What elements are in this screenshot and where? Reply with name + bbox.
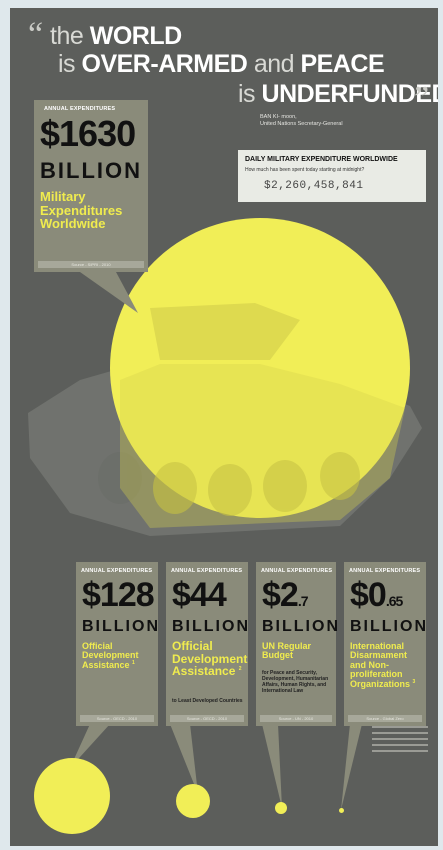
card-amount-main: $2: [262, 576, 299, 614]
card-label: ANNUAL EXPENDITURES: [261, 568, 333, 574]
expenditure-card-un-budget: ANNUAL EXPENDITURES $2.7 BILLION UN Regu…: [256, 562, 338, 726]
expenditure-card-oda: ANNUAL EXPENDITURES $128 BILLION Officia…: [76, 562, 158, 726]
card-amount-main: $44: [172, 576, 227, 614]
card-unit: BILLION: [82, 618, 160, 635]
counter-subtitle: How much has been spent today starting a…: [245, 167, 365, 173]
quote-word: the: [50, 22, 84, 50]
card-unit: BILLION: [350, 618, 428, 635]
card-amount: $128: [82, 576, 155, 614]
card-unit: BILLION: [172, 618, 250, 635]
quote-line-1: the WORLD: [50, 24, 182, 49]
counter-title: DAILY MILITARY EXPENDITURE WORLDWIDE: [245, 156, 398, 163]
card-footnote: 2: [238, 666, 242, 673]
expenditure-card-disarmament: ANNUAL EXPENDITURES $0.65 BILLION Intern…: [344, 562, 426, 726]
card-amount: $1630: [40, 113, 136, 154]
quote-word: UNDERFUNDED: [261, 80, 438, 108]
daily-expenditure-counter: DAILY MILITARY EXPENDITURE WORLDWIDE How…: [238, 150, 426, 202]
quote-word: PEACE: [300, 50, 385, 78]
attribution-title: United Nations Secretary-General: [260, 121, 343, 127]
card-description-text: Official Development Assistance: [172, 639, 248, 679]
oda-ldc-circle: [176, 784, 210, 818]
un-budget-circle: [275, 802, 287, 814]
card-description: Military Expenditures Worldwide: [40, 189, 123, 232]
card-description: International Disarmament and Non-prolif…: [350, 641, 422, 689]
quote-word: is: [238, 80, 256, 108]
quote-line-2: is OVER-ARMED and PEACE: [58, 50, 385, 78]
tank-overlay: [120, 303, 405, 528]
quote-attribution: BAN KI- moon, United Nations Secretary-G…: [260, 114, 343, 128]
card-subtext: for Peace and Security, Development, Hum…: [262, 670, 329, 694]
card-unit: BILLION: [40, 158, 142, 183]
small-card-pointers: [70, 724, 362, 810]
card-source: Source - OECD - 2010: [80, 715, 154, 722]
open-quote-mark: “: [28, 16, 44, 53]
card-label: ANNUAL EXPENDITURES: [44, 106, 116, 112]
card-label: ANNUAL EXPENDITURES: [81, 568, 153, 574]
card-amount-decimal: .7: [297, 593, 309, 609]
card-amount: $0.65: [350, 576, 403, 614]
card-description: UN Regular Budget: [262, 641, 312, 661]
card-source: Source - OECD - 2010: [170, 715, 244, 722]
infographic-poster: “ the WORLD is OVER-ARMED and PEACE is U…: [10, 8, 438, 846]
quote-word: is: [58, 50, 76, 78]
oda-circle: [34, 758, 110, 834]
card-amount-main: $0: [350, 576, 387, 614]
quote-word: WORLD: [89, 22, 182, 50]
card-description: Official Development Assistance 2: [172, 639, 248, 679]
card-amount-decimal: .65: [385, 593, 403, 609]
quote-word: OVER-ARMED: [81, 50, 248, 78]
main-box-pointer: [80, 272, 138, 313]
footnote-lines: [372, 726, 428, 752]
card-footnote: 1: [132, 659, 135, 666]
counter-value: $2,260,458,841: [264, 180, 364, 192]
card-source: Source - SIPRI - 2010: [38, 261, 144, 268]
card-source: Source - UN - 2010: [260, 715, 332, 722]
expenditure-card-oda-ldc: ANNUAL EXPENDITURES $44 BILLION Official…: [166, 562, 248, 726]
card-amount-main: $128: [82, 576, 155, 614]
card-subtext: to Least Developed Countries: [172, 698, 243, 704]
military-expenditure-card: ANNUAL EXPENDITURES $1630 BILLION Milita…: [34, 100, 148, 272]
quote-word: and: [253, 50, 295, 78]
card-description: Official Development Assistance 1: [82, 641, 152, 670]
card-description-text: Official Development Assistance: [82, 641, 139, 670]
card-amount: $2.7: [262, 578, 308, 612]
quote-line-3: is UNDERFUNDED: [238, 82, 438, 107]
card-unit: BILLION: [262, 618, 340, 635]
card-label: ANNUAL EXPENDITURES: [349, 568, 421, 574]
attribution-name: BAN KI- moon,: [260, 114, 297, 120]
card-description-text: International Disarmament and Non-prolif…: [350, 641, 411, 689]
card-footnote: 3: [412, 678, 416, 685]
close-quote-mark: ”: [414, 80, 430, 117]
card-source: Source - Global Zero: [348, 715, 422, 722]
card-amount: $44: [172, 576, 227, 614]
disarmament-circle: [339, 808, 344, 813]
card-label: ANNUAL EXPENDITURES: [171, 568, 243, 574]
military-expenditure-circle: [110, 218, 410, 518]
